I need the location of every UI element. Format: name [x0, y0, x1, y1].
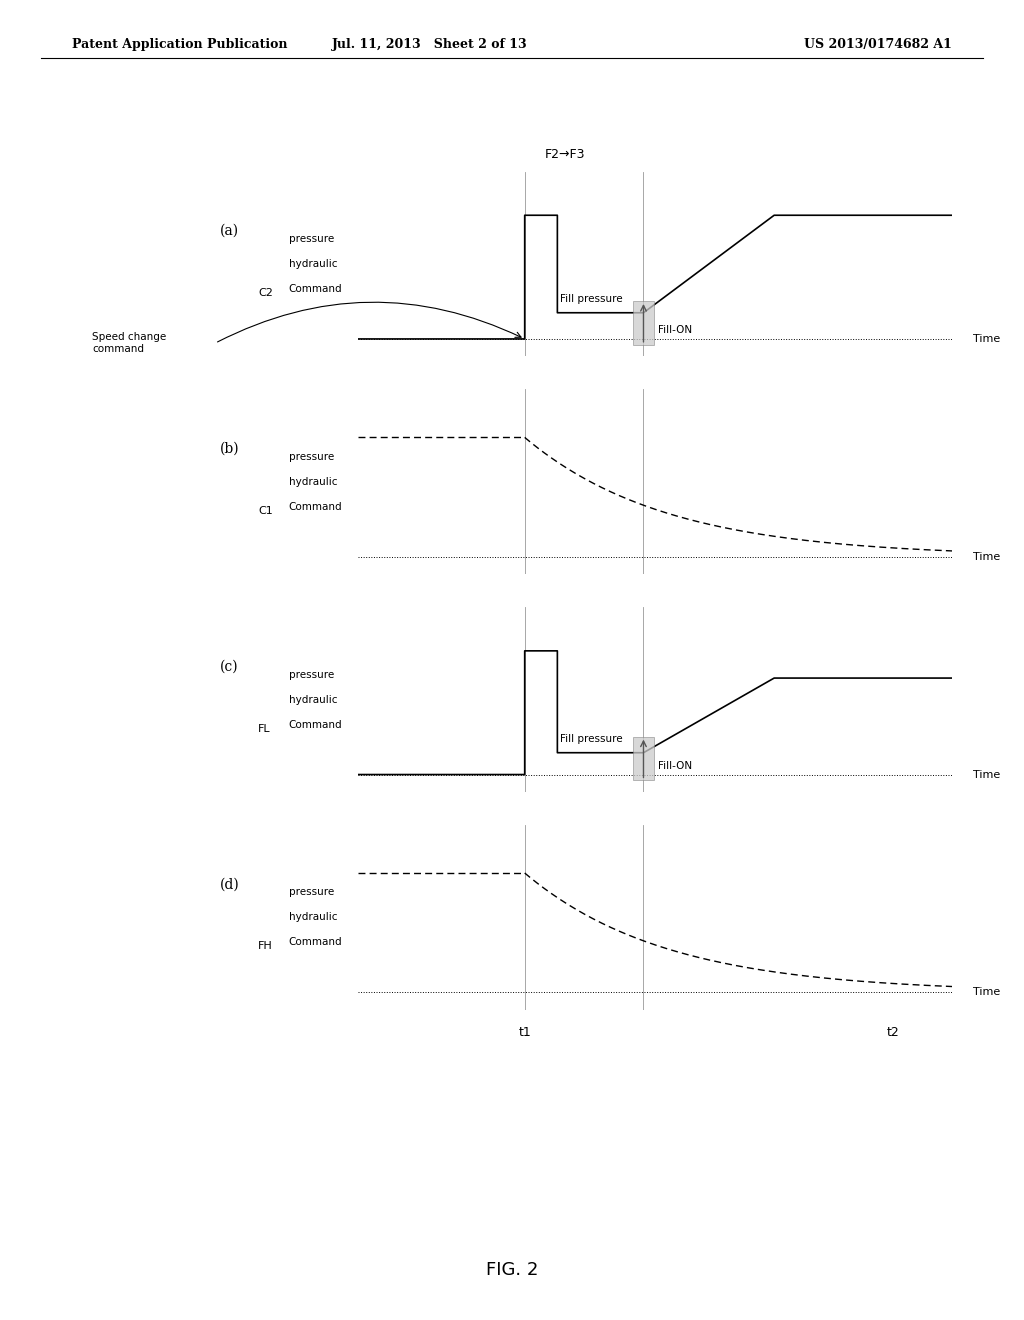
Text: Time: Time [973, 987, 1000, 998]
Text: US 2013/0174682 A1: US 2013/0174682 A1 [805, 38, 952, 51]
Text: pressure: pressure [289, 234, 334, 244]
Text: hydraulic: hydraulic [289, 259, 337, 269]
Bar [633, 301, 654, 345]
Text: t2: t2 [887, 1026, 899, 1039]
Text: pressure: pressure [289, 669, 334, 680]
Text: FIG. 2: FIG. 2 [485, 1261, 539, 1279]
Text: FH: FH [258, 941, 272, 952]
Text: Jul. 11, 2013   Sheet 2 of 13: Jul. 11, 2013 Sheet 2 of 13 [332, 38, 528, 51]
Text: pressure: pressure [289, 451, 334, 462]
Text: Fill pressure: Fill pressure [560, 294, 623, 304]
Text: Fill-ON: Fill-ON [658, 760, 692, 771]
Text: Time: Time [973, 552, 1000, 562]
Text: C1: C1 [258, 506, 272, 516]
Text: (b): (b) [220, 442, 240, 455]
Text: FL: FL [258, 723, 270, 734]
Bar [633, 737, 654, 780]
Text: Fill-ON: Fill-ON [658, 325, 692, 335]
Text: Speed change
command: Speed change command [92, 333, 167, 354]
Text: pressure: pressure [289, 887, 334, 898]
Text: Command: Command [289, 284, 342, 294]
Text: Time: Time [973, 334, 1000, 345]
Text: C2: C2 [258, 288, 273, 298]
Text: Command: Command [289, 937, 342, 948]
Text: Time: Time [973, 770, 1000, 780]
Text: t1: t1 [518, 1026, 531, 1039]
Text: hydraulic: hydraulic [289, 694, 337, 705]
Text: F2→F3: F2→F3 [545, 148, 586, 161]
Text: (d): (d) [220, 878, 240, 891]
Text: Command: Command [289, 502, 342, 512]
Text: (a): (a) [220, 224, 240, 238]
Text: hydraulic: hydraulic [289, 477, 337, 487]
Text: hydraulic: hydraulic [289, 912, 337, 923]
Text: Command: Command [289, 719, 342, 730]
Text: (c): (c) [220, 660, 239, 673]
Text: Fill pressure: Fill pressure [560, 734, 623, 744]
Text: Patent Application Publication: Patent Application Publication [72, 38, 287, 51]
